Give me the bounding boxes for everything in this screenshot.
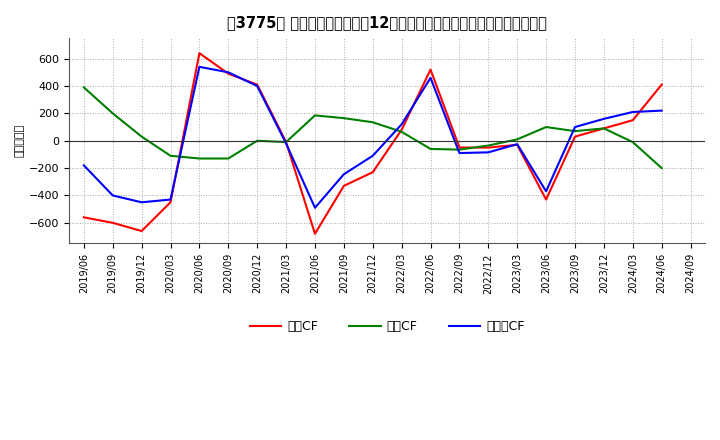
営業CF (426, 67, 435, 72)
フリーCF (79, 163, 88, 168)
営業CF (109, 220, 117, 225)
営業CF (340, 183, 348, 188)
営業CF (484, 145, 492, 150)
投賃CF (455, 147, 464, 152)
営業CF (629, 117, 637, 123)
営業CF (397, 127, 406, 132)
フリーCF (600, 116, 608, 121)
営業CF (310, 231, 319, 236)
投賃CF (253, 138, 261, 143)
フリーCF (195, 64, 204, 70)
フリーCF (571, 125, 580, 130)
営業CF (455, 145, 464, 150)
投賃CF (224, 156, 233, 161)
営業CF (224, 71, 233, 76)
投賃CF (513, 137, 521, 142)
フリーCF (629, 110, 637, 115)
投賃CF (369, 120, 377, 125)
営業CF (600, 126, 608, 131)
Y-axis label: （百万円）: （百万円） (15, 124, 25, 157)
Line: フリーCF: フリーCF (84, 67, 662, 208)
Line: 投賃CF: 投賃CF (84, 88, 662, 168)
営業CF (369, 169, 377, 175)
フリーCF (310, 205, 319, 210)
フリーCF (397, 122, 406, 127)
Legend: 営業CF, 投賃CF, フリーCF: 営業CF, 投賃CF, フリーCF (245, 315, 530, 338)
フリーCF (253, 83, 261, 88)
フリーCF (426, 75, 435, 81)
投賃CF (340, 116, 348, 121)
営業CF (138, 228, 146, 234)
投賃CF (79, 85, 88, 90)
投賃CF (426, 146, 435, 151)
投賃CF (397, 129, 406, 135)
フリーCF (541, 189, 550, 194)
フリーCF (138, 200, 146, 205)
フリーCF (657, 108, 666, 113)
営業CF (571, 134, 580, 139)
Line: 営業CF: 営業CF (84, 53, 662, 234)
投賃CF (166, 153, 175, 158)
フリーCF (109, 193, 117, 198)
営業CF (657, 82, 666, 87)
営業CF (541, 197, 550, 202)
投賃CF (629, 139, 637, 145)
営業CF (253, 82, 261, 87)
投賃CF (484, 143, 492, 148)
営業CF (282, 139, 290, 145)
フリーCF (484, 150, 492, 155)
フリーCF (340, 172, 348, 177)
投賃CF (571, 128, 580, 134)
投賃CF (195, 156, 204, 161)
Title: 【3775】 キャッシュフローの12か月移動合計の対前年同期増減額の推移: 【3775】 キャッシュフローの12か月移動合計の対前年同期増減額の推移 (228, 15, 547, 30)
投賃CF (310, 113, 319, 118)
営業CF (79, 215, 88, 220)
フリーCF (224, 70, 233, 75)
投賃CF (109, 111, 117, 116)
フリーCF (513, 142, 521, 147)
フリーCF (369, 153, 377, 158)
営業CF (513, 142, 521, 147)
フリーCF (282, 141, 290, 146)
営業CF (195, 51, 204, 56)
投賃CF (282, 139, 290, 145)
投賃CF (657, 165, 666, 171)
投賃CF (600, 126, 608, 131)
フリーCF (166, 197, 175, 202)
投賃CF (541, 125, 550, 130)
投賃CF (138, 134, 146, 139)
フリーCF (455, 150, 464, 156)
営業CF (166, 200, 175, 205)
